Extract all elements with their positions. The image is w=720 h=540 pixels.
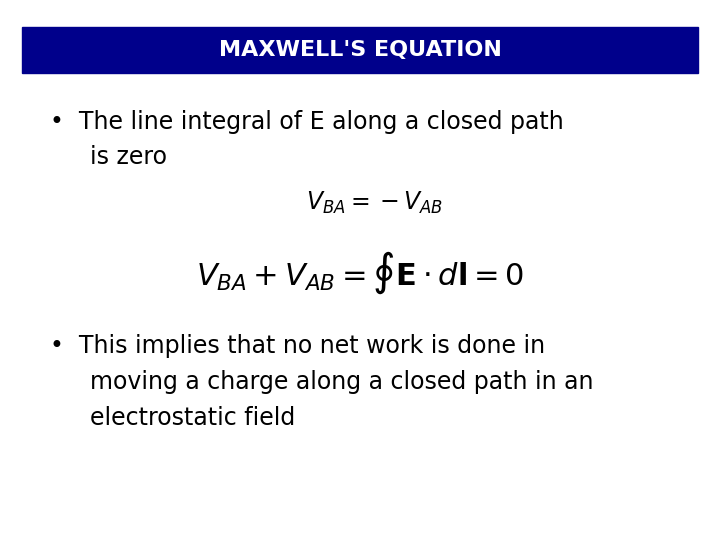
Text: $V_{BA} = -V_{AB}$: $V_{BA} = -V_{AB}$ bbox=[306, 190, 443, 215]
Text: •  This implies that no net work is done in: • This implies that no net work is done … bbox=[50, 334, 546, 357]
FancyBboxPatch shape bbox=[22, 27, 698, 73]
Text: $V_{BA}  +  V_{AB}  =  \oint \mathbf{E} \cdot d\mathbf{l}  =  0$: $V_{BA} + V_{AB} = \oint \mathbf{E} \cdo… bbox=[196, 249, 524, 296]
Text: electrostatic field: electrostatic field bbox=[90, 406, 295, 430]
Text: MAXWELL'S EQUATION: MAXWELL'S EQUATION bbox=[219, 40, 501, 60]
Text: •  The line integral of E along a closed path: • The line integral of E along a closed … bbox=[50, 110, 564, 133]
Text: is zero: is zero bbox=[90, 145, 167, 168]
Text: moving a charge along a closed path in an: moving a charge along a closed path in a… bbox=[90, 370, 593, 394]
